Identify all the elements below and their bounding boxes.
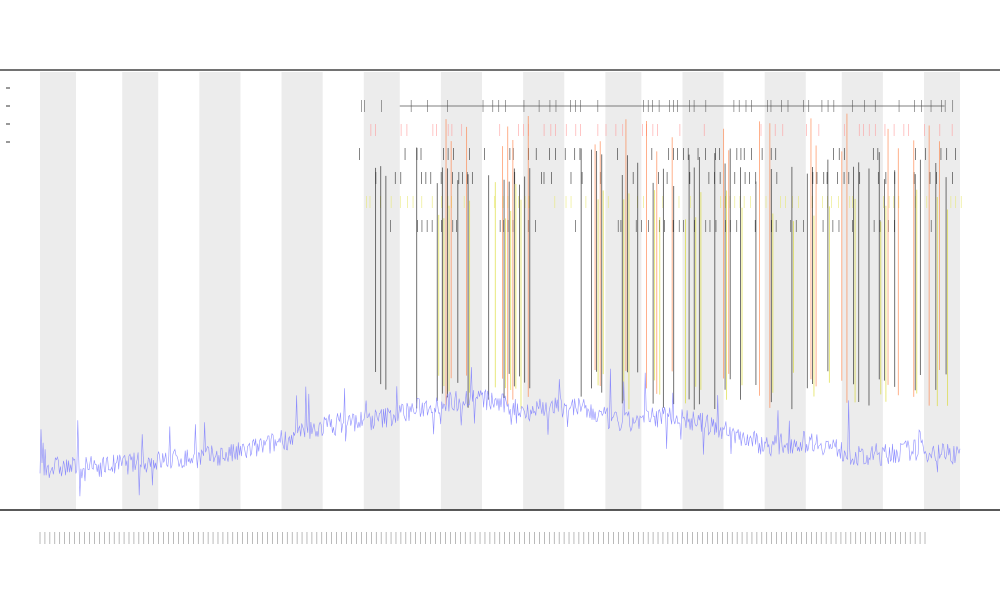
series-line-0 bbox=[39, 367, 961, 497]
shaded-band-1 bbox=[122, 72, 159, 510]
shaded-band-10 bbox=[841, 72, 883, 510]
shaded-band-3 bbox=[281, 72, 323, 510]
shaded-band-6 bbox=[523, 72, 565, 510]
shaded-band-2 bbox=[199, 72, 241, 510]
shaded-band-5 bbox=[440, 72, 483, 510]
shaded-band-11 bbox=[924, 72, 960, 510]
shaded-band-0 bbox=[40, 72, 76, 510]
shaded-band-4 bbox=[363, 72, 400, 510]
shaded-band-9 bbox=[764, 72, 806, 510]
